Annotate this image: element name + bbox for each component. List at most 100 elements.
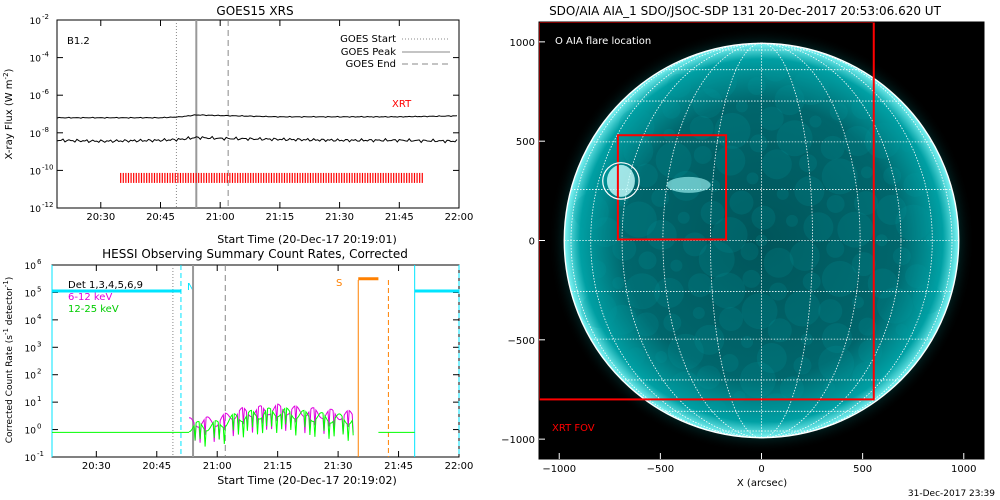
coronal-patch (618, 108, 655, 145)
coronal-patch (651, 188, 670, 207)
y-tick-exponent: -1 (37, 450, 44, 458)
hessi-y-axis-label: Corrected Count Rate (s-1 detector-1) (2, 277, 15, 444)
y-tick-exponent: 4 (37, 313, 42, 321)
coronal-patch (875, 234, 888, 247)
hessi-saa-flag: S (336, 278, 342, 289)
coronal-patch (858, 339, 883, 364)
coronal-patch (655, 350, 668, 363)
coronal-patch (763, 247, 794, 278)
goes-plot-frame (56, 19, 460, 209)
coronal-patch (883, 166, 902, 185)
bright-loop-region (666, 176, 711, 193)
y-tick-label: 10 (30, 55, 42, 65)
goes-panel: GOES15 XRS 20:30 20:45 21:00 21:15 21:30 21:4… (2, 4, 473, 246)
goes-series-long (56, 114, 458, 119)
coronal-patch (759, 106, 784, 131)
x-tick-label: −1000 (542, 464, 576, 475)
coronal-patch (901, 139, 914, 152)
xrt-fov-label: XRT FOV (552, 423, 595, 434)
coronal-patch (700, 200, 725, 225)
coronal-patch (741, 293, 778, 330)
hessi-legend: Det 1,3,4,5,6,9 6-12 keV 12-25 keV (68, 280, 143, 315)
x-tick-label: 21:00 (203, 461, 232, 472)
y-tick-exponent: -12 (42, 201, 53, 209)
coronal-patch (895, 323, 908, 336)
coronal-patch (826, 239, 845, 258)
coronal-patch (740, 242, 759, 261)
y-tick-label: 10 (25, 289, 37, 299)
hessi-series-12-25-kev (188, 407, 354, 447)
coronal-patch (689, 115, 714, 140)
xrt-zoom-box (616, 134, 728, 241)
longitude-line (621, 42, 762, 439)
coronal-patch (720, 353, 739, 372)
coronal-patch (818, 299, 843, 324)
x-tick-label: 1000 (951, 464, 976, 475)
coronal-patch (719, 306, 744, 331)
coronal-patch (742, 269, 761, 288)
flare-bright-kernel (606, 164, 635, 197)
longitude-line (590, 42, 762, 439)
legend-goes-end: GOES End (346, 59, 396, 70)
coronal-patch (792, 69, 829, 106)
coronal-patch (823, 381, 836, 394)
y-tick-label: 10 (25, 399, 37, 409)
coronal-patch (627, 347, 646, 366)
coronal-patch (876, 194, 907, 225)
x-tick-label: 21:00 (206, 212, 235, 223)
coronal-patch (623, 136, 654, 167)
coronal-patch (694, 324, 725, 355)
y-tick-label: 10 (25, 372, 37, 382)
goes-series-short (56, 135, 458, 144)
coronal-patch (729, 190, 754, 215)
coronal-patch (793, 356, 812, 375)
coronal-patch (663, 313, 682, 332)
coronal-patch (774, 85, 805, 116)
coronal-patch (741, 335, 754, 348)
hessi-x-ticks: 20:30 20:45 21:00 21:15 21:30 21:45 22:00 (82, 265, 474, 472)
x-tick-label: 20:45 (146, 212, 175, 223)
x-tick-label: 21:30 (325, 212, 354, 223)
coronal-patch (821, 158, 858, 195)
y-tick-label: 10 (30, 130, 42, 140)
hessi-attenuator-flags (51, 265, 460, 457)
coronal-patch (864, 122, 901, 159)
coronal-patch (655, 142, 692, 179)
hessi-night-flag: N (187, 282, 194, 293)
coronal-patch (867, 268, 898, 299)
coronal-patch (677, 211, 690, 224)
y-tick-label: 0 (529, 237, 535, 248)
y-tick-label: 10 (25, 454, 37, 464)
goes-x-axis-label: Start Time (20-Dec-17 20:19:01) (217, 233, 397, 246)
goes-class-label: B1.2 (67, 36, 90, 47)
aia-legend-label: O AIA flare location (555, 36, 651, 47)
y-tick-exponent: -4 (42, 51, 50, 59)
coronal-patch (612, 236, 637, 261)
coronal-patch (809, 115, 822, 128)
y-tick-label: −500 (508, 336, 535, 347)
coronal-patch (854, 191, 879, 216)
coronal-patch (851, 252, 876, 277)
coronal-patch (779, 376, 804, 401)
legend-12-25-kev: 12-25 keV (68, 304, 119, 315)
coronal-patch (646, 219, 677, 250)
x-tick-label: 20:30 (82, 461, 111, 472)
goes-legend: GOES Start GOES Peak GOES End (340, 34, 450, 70)
coronal-patch (903, 172, 928, 197)
coronal-patch (708, 179, 721, 192)
coronal-patch (746, 172, 759, 185)
coronal-patch (735, 100, 748, 113)
y-tick-label: 10 (25, 317, 37, 327)
longitude-line (761, 42, 953, 439)
coronal-patch (789, 240, 820, 271)
x-tick-label: 22:00 (445, 461, 474, 472)
coronal-patch (696, 365, 721, 390)
coronal-patch (682, 232, 707, 257)
xrt-observation-marks (120, 172, 423, 183)
coronal-patch (761, 393, 792, 424)
y-tick-exponent: -8 (42, 126, 49, 134)
